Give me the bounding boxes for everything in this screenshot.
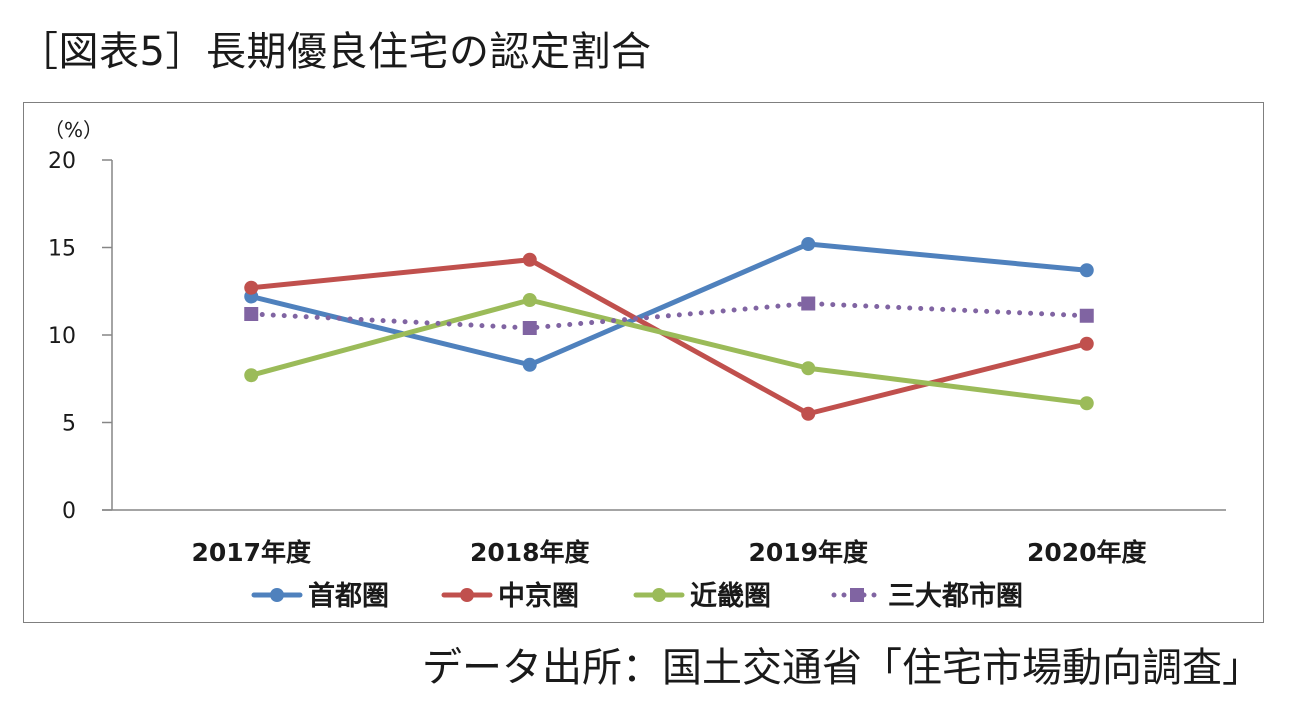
y-axis-unit-label: （%） xyxy=(44,118,103,142)
series-1 xyxy=(244,237,1094,372)
x-tick-label: 2019年度 xyxy=(748,538,868,567)
data-point xyxy=(522,293,537,307)
line-chart: （%） 0 5 10 15 20 2017年度 2018年度 2019年度 2020年度 首都圏… xyxy=(44,118,1226,612)
series-3 xyxy=(244,293,1094,411)
series-4 xyxy=(244,296,1094,335)
data-point xyxy=(801,296,816,311)
legend-item: 中京圏 xyxy=(441,580,579,612)
data-point xyxy=(1079,396,1094,411)
legend-item: 三大都市圏 xyxy=(831,580,1023,612)
y-tick-label: 0 xyxy=(62,499,76,524)
legend-label: 近畿圏 xyxy=(690,581,771,612)
legend-label: 中京圏 xyxy=(498,580,579,612)
data-point xyxy=(522,321,537,335)
x-tick-label: 2018年度 xyxy=(470,538,590,567)
chart-frame: （%） 0 5 10 15 20 2017年度 2018年度 2019年度 2020年度 首都圏… xyxy=(23,102,1264,623)
x-tick-label: 2020年度 xyxy=(1027,538,1147,567)
legend: 首都圏 中京圏 近畿圏 三大都市圏 xyxy=(251,580,1023,612)
data-point xyxy=(244,307,259,321)
series-2 xyxy=(244,252,1094,421)
y-tick-label: 15 xyxy=(48,237,76,262)
data-point xyxy=(244,280,259,295)
source-note: データ出所：国土交通省「住宅市場動向調査」 xyxy=(422,645,1262,691)
data-point xyxy=(801,361,816,376)
y-tick-label: 10 xyxy=(48,324,76,349)
series-line xyxy=(248,301,1090,331)
axes: 0 5 10 15 20 2017年度 2018年度 2019年度 2020年度 xyxy=(48,149,1226,567)
legend-label: 首都圏 xyxy=(308,580,389,612)
legend-label: 三大都市圏 xyxy=(888,580,1023,612)
data-point xyxy=(522,357,537,372)
data-point xyxy=(1079,308,1094,323)
legend-swatch-marker xyxy=(850,588,864,602)
legend-swatch-marker xyxy=(460,588,474,602)
data-point xyxy=(801,406,816,421)
series-line xyxy=(248,297,1090,406)
legend-swatch-marker xyxy=(652,588,666,602)
y-tick-label: 20 xyxy=(48,149,76,174)
x-tick-label: 2017年度 xyxy=(191,538,311,567)
series-layer xyxy=(244,237,1094,421)
data-point xyxy=(522,252,537,267)
y-tick-label: 5 xyxy=(62,412,76,437)
series-line xyxy=(248,241,1090,368)
legend-item: 首都圏 xyxy=(251,580,389,612)
series-line xyxy=(248,257,1090,417)
data-point xyxy=(1079,336,1094,351)
legend-item: 近畿圏 xyxy=(633,581,771,612)
data-point xyxy=(1079,263,1094,278)
data-point xyxy=(801,237,816,251)
data-point xyxy=(244,368,259,383)
legend-swatch-marker xyxy=(270,588,284,602)
figure-title: ［図表5］長期優良住宅の認定割合 xyxy=(18,29,652,75)
